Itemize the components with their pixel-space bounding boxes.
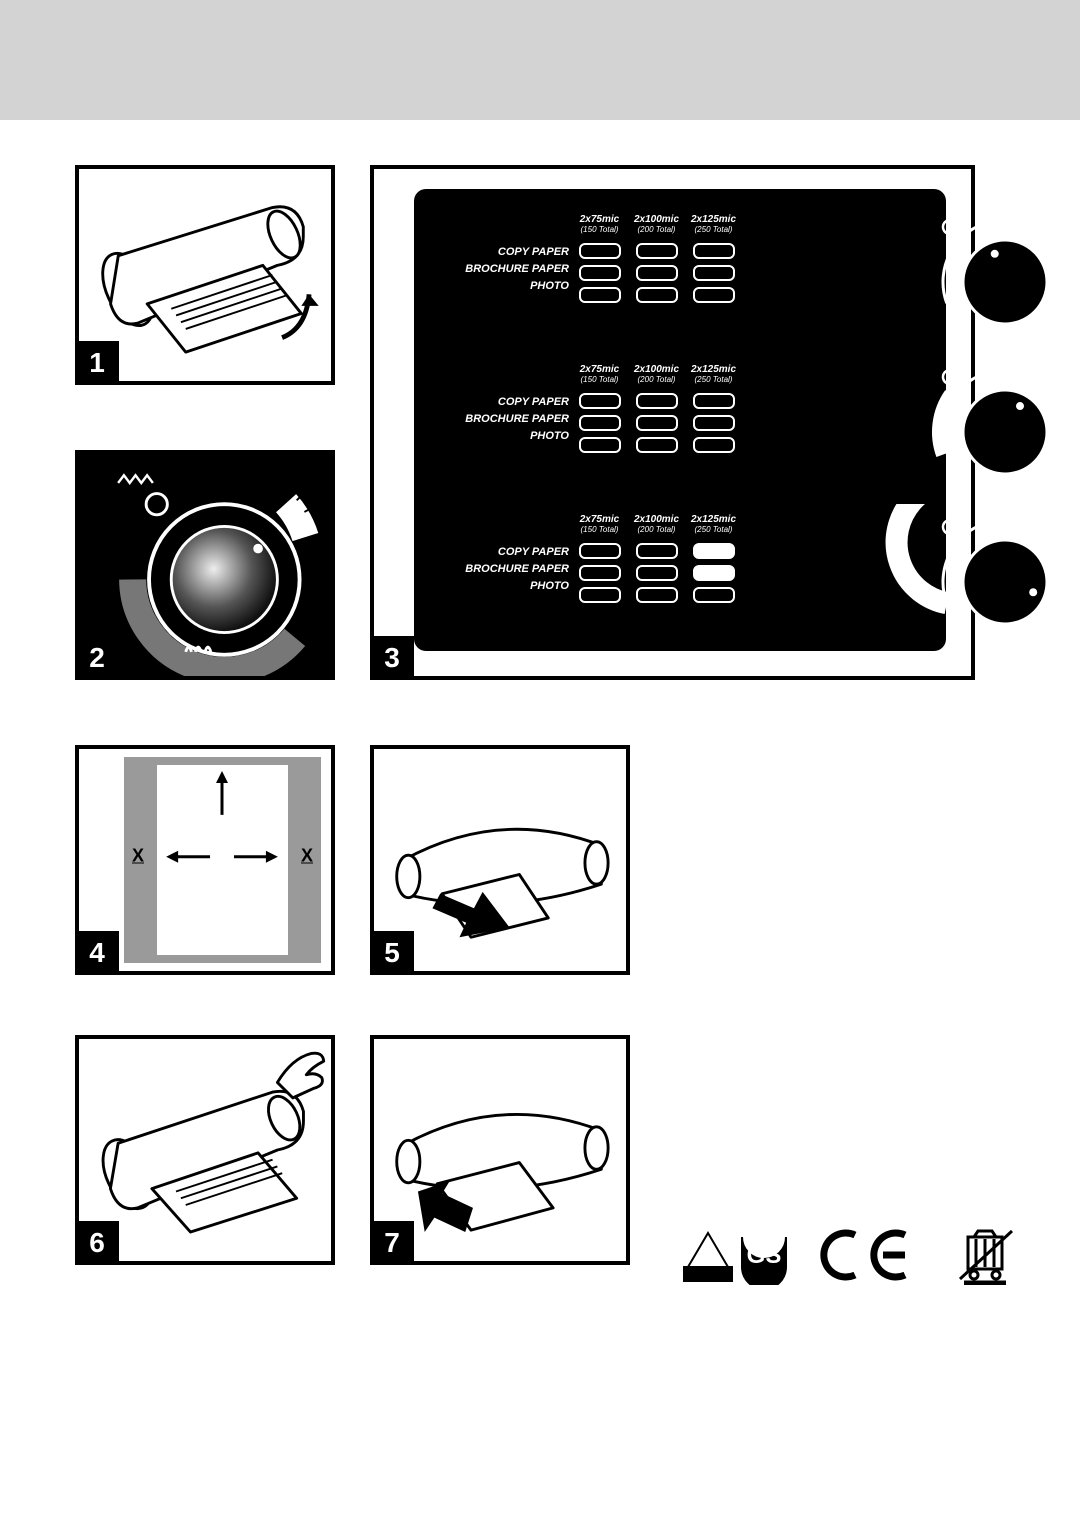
paper-type-labels: COPY PAPERBROCHURE PAPERPHOTO: [414, 394, 569, 445]
thickness-col-3: 2x125mic(250 Total): [686, 514, 741, 534]
step-number-2: 2: [75, 636, 119, 680]
thickness-col-1: 2x75mic(150 Total): [572, 364, 627, 384]
paper-type-labels: COPY PAPERBROCHURE PAPERPHOTO: [414, 244, 569, 295]
thickness-col-2: 2x100mic(200 Total): [629, 514, 684, 534]
step-7-panel: 7: [370, 1035, 630, 1265]
step-1-panel: 1: [75, 165, 335, 385]
step-6-panel: 6: [75, 1035, 335, 1265]
svg-text:GS: GS: [747, 1242, 782, 1269]
step-number-6: 6: [75, 1221, 119, 1265]
step-2-panel: 2: [75, 450, 335, 680]
setting-indicators-col1: [579, 243, 621, 304]
step-number-1: 1: [75, 341, 119, 385]
setting-indicators-col3: [693, 393, 735, 454]
settings-row-1: COPY PAPERBROCHURE PAPERPHOTO 2x75mic(15…: [414, 199, 946, 349]
step-number-7: 7: [370, 1221, 414, 1265]
step-3-panel: COPY PAPERBROCHURE PAPERPHOTO 2x75mic(15…: [370, 165, 975, 680]
header-band: [0, 0, 1080, 120]
thickness-col-2: 2x100mic(200 Total): [629, 214, 684, 234]
setting-indicators-col2: [636, 543, 678, 604]
setting-indicators-col1: [579, 543, 621, 604]
right-margin-label: X: [301, 845, 313, 866]
step-number-4: 4: [75, 931, 119, 975]
step-number-5: 5: [370, 931, 414, 975]
paper-type-labels: COPY PAPERBROCHURE PAPERPHOTO: [414, 544, 569, 595]
certification-marks: GS: [680, 1225, 1020, 1285]
thickness-col-1: 2x75mic(150 Total): [572, 514, 627, 534]
setting-indicators-col2: [636, 243, 678, 304]
setting-indicators-col1: [579, 393, 621, 454]
left-margin-label: X: [132, 845, 144, 866]
setting-indicators-col2: [636, 393, 678, 454]
setting-indicators-col3: [693, 543, 735, 604]
step-5-panel: 5: [370, 745, 630, 975]
setting-indicators-col3: [693, 243, 735, 304]
thickness-col-1: 2x75mic(150 Total): [572, 214, 627, 234]
step-4-panel: X X 4: [75, 745, 335, 975]
settings-row-3: COPY PAPERBROCHURE PAPERPHOTO 2x75mic(15…: [414, 499, 946, 649]
settings-row-2: COPY PAPERBROCHURE PAPERPHOTO 2x75mic(15…: [414, 349, 946, 499]
thickness-col-3: 2x125mic(250 Total): [686, 364, 741, 384]
centering-illustration: X X: [124, 757, 321, 963]
thickness-col-2: 2x100mic(200 Total): [629, 364, 684, 384]
thickness-col-3: 2x125mic(250 Total): [686, 214, 741, 234]
settings-guide-card: COPY PAPERBROCHURE PAPERPHOTO 2x75mic(15…: [414, 189, 946, 651]
step-number-3: 3: [370, 636, 414, 680]
